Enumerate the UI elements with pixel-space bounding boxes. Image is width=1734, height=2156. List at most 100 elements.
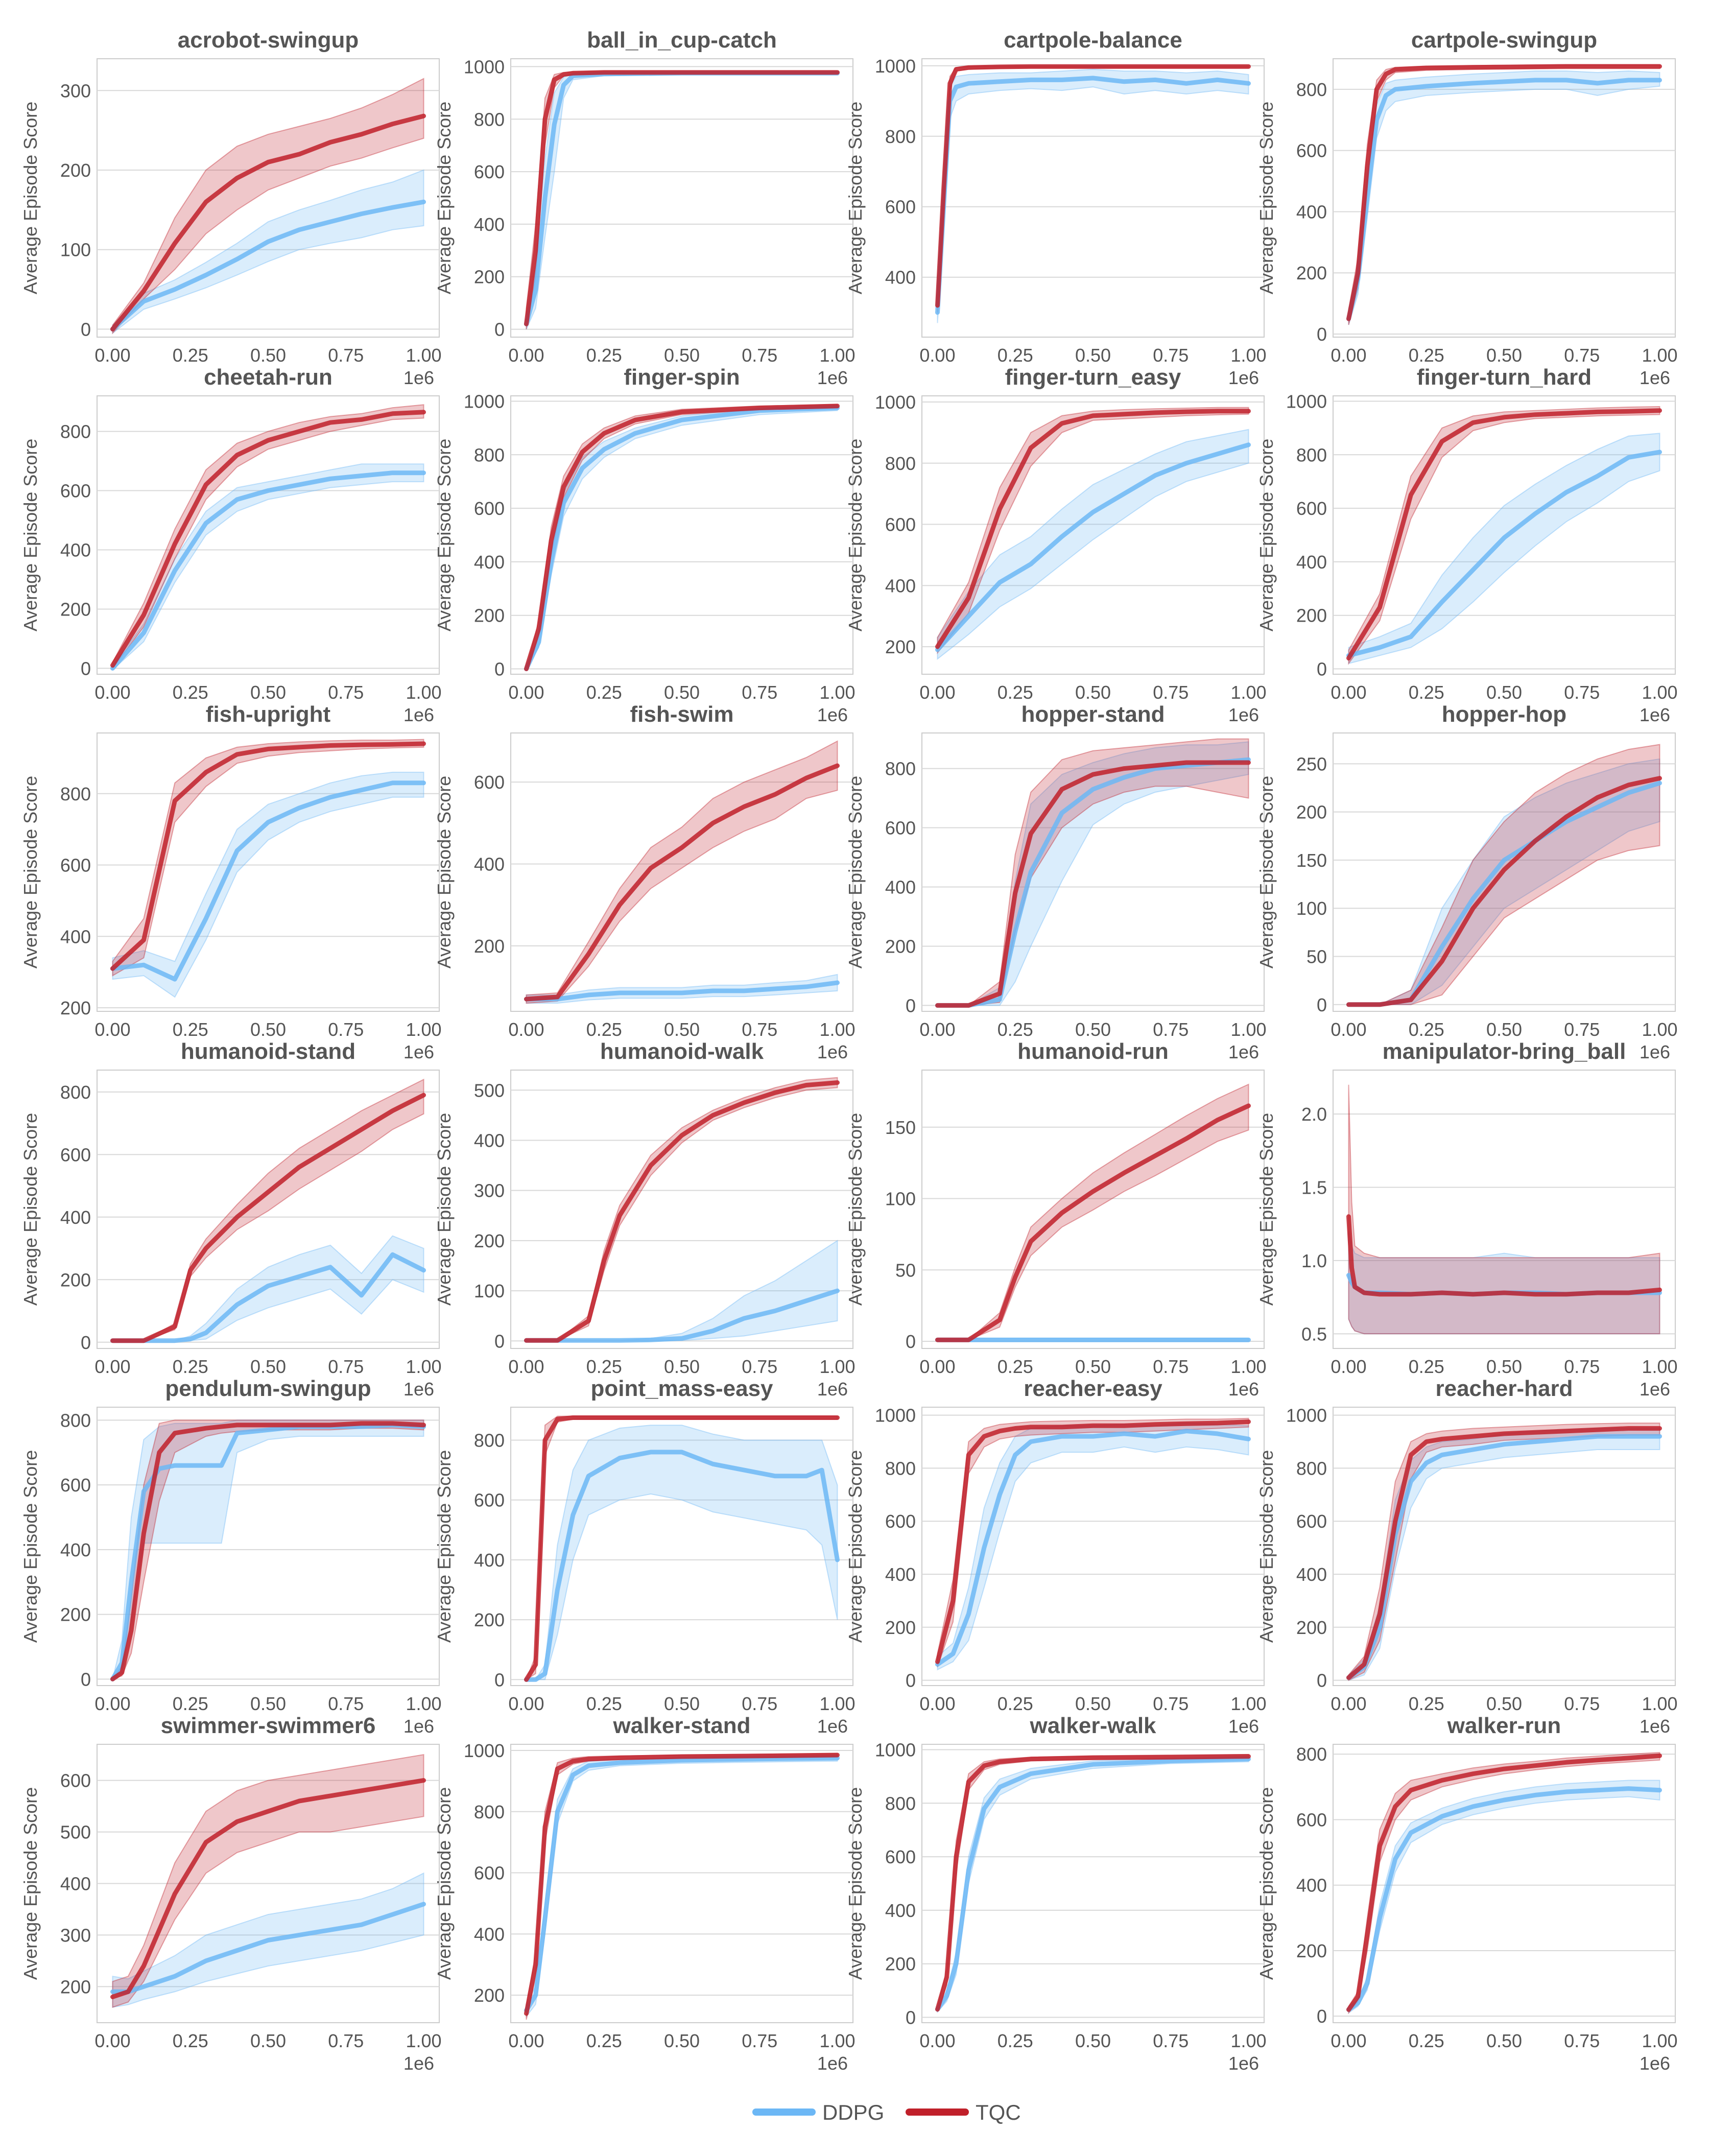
xtick-label: 0.50 — [1075, 345, 1111, 366]
xtick-label: 0.50 — [1486, 1693, 1522, 1714]
series-layer — [935, 1754, 1251, 2013]
x-multiplier-label: 1e6 — [403, 2053, 434, 2074]
xtick-label: 0.25 — [997, 1356, 1033, 1377]
ytick-label: 800 — [60, 1410, 91, 1431]
subplot-title: manipulator-bring_ball — [1383, 1039, 1626, 1064]
band-ddpg — [937, 1423, 1249, 1671]
ytick-label: 400 — [474, 552, 505, 573]
x-multiplier-label: 1e6 — [1228, 367, 1259, 388]
ytick-label: 800 — [60, 1082, 91, 1103]
xtick-label: 1.00 — [406, 1693, 442, 1714]
y-axis-label: Average Episode Score — [845, 102, 866, 295]
band-ddpg — [1348, 70, 1660, 325]
subplot-title: ball_in_cup-catch — [587, 28, 777, 53]
xtick-label: 0.75 — [742, 2030, 777, 2051]
band-tqc — [937, 1417, 1249, 1668]
subplot-title: point_mass-easy — [590, 1376, 773, 1401]
xtick-label: 0.00 — [94, 1693, 130, 1714]
series-layer — [524, 1415, 840, 1682]
ytick-label: 200 — [885, 1617, 916, 1638]
xtick-label: 0.75 — [328, 2030, 364, 2051]
line-tqc — [524, 1080, 840, 1343]
ytick-label: 200 — [474, 1230, 505, 1251]
ytick-label: 800 — [1296, 79, 1327, 100]
band-ddpg — [1348, 1780, 1660, 2014]
subplot-title: walker-stand — [613, 1713, 751, 1738]
legend-label-ddpg: DDPG — [822, 2100, 884, 2124]
plot-area — [97, 732, 440, 1012]
xtick-label: 0.50 — [1075, 1693, 1111, 1714]
series-layer — [110, 1078, 426, 1343]
xtick-label: 0.25 — [586, 345, 622, 366]
xtick-label: 0.25 — [1409, 682, 1444, 703]
xtick-label: 0.25 — [997, 345, 1033, 366]
series-layer — [1346, 406, 1662, 666]
xtick-label: 0.25 — [173, 1356, 208, 1377]
x-multiplier-label: 1e6 — [1640, 704, 1670, 725]
ytick-label: 600 — [60, 1770, 91, 1791]
xtick-label: 0.75 — [1564, 345, 1600, 366]
xtick-label: 1.00 — [1231, 1019, 1267, 1040]
ytick-label: 600 — [474, 161, 505, 182]
y-axis-label: Average Episode Score — [845, 776, 866, 969]
xtick-label: 1.00 — [1642, 2030, 1678, 2051]
xtick-label: 0.75 — [1564, 1019, 1600, 1040]
line-tqc — [935, 1754, 1251, 2012]
ytick-label: 200 — [885, 1954, 916, 1975]
band-ddpg — [1348, 433, 1660, 665]
ytick-label: 0 — [494, 1331, 505, 1352]
legend: DDPG TQC — [752, 2100, 1021, 2124]
xtick-label: 0.00 — [1331, 1356, 1366, 1377]
ytick-label: 800 — [1296, 444, 1327, 465]
ytick-label: 1.5 — [1301, 1177, 1327, 1198]
y-axis-label: Average Episode Score — [845, 1787, 866, 1980]
ytick-label: 600 — [885, 1846, 916, 1867]
x-multiplier-label: 1e6 — [817, 367, 848, 388]
series-layer — [935, 407, 1251, 660]
series-layer — [110, 1754, 426, 2008]
xtick-label: 0.25 — [173, 682, 208, 703]
xtick-label: 0.25 — [173, 2030, 208, 2051]
xtick-label: 0.00 — [508, 2030, 544, 2051]
xtick-label: 0.75 — [1153, 2030, 1189, 2051]
ytick-label: 600 — [1296, 1809, 1327, 1830]
xtick-label: 0.50 — [664, 2030, 700, 2051]
y-axis-label: Average Episode Score — [20, 439, 41, 632]
ytick-label: 1000 — [875, 56, 916, 77]
subplot-title: hopper-stand — [1021, 702, 1165, 727]
x-multiplier-label: 1e6 — [817, 2053, 848, 2074]
xtick-label: 0.00 — [94, 2030, 130, 2051]
xtick-label: 1.00 — [820, 345, 856, 366]
series-layer — [935, 1083, 1251, 1342]
ytick-label: 100 — [474, 1281, 505, 1301]
subplot-title: finger-turn_hard — [1417, 365, 1592, 390]
ytick-label: 0 — [906, 1670, 916, 1691]
subplot-title: cheetah-run — [204, 365, 332, 390]
ytick-label: 800 — [1296, 1744, 1327, 1765]
xtick-label: 0.75 — [742, 345, 777, 366]
xtick-label: 0.00 — [94, 1356, 130, 1377]
ytick-label: 400 — [60, 539, 91, 560]
ytick-label: 600 — [1296, 498, 1327, 519]
xtick-label: 0.25 — [1409, 2030, 1444, 2051]
xtick-label: 0.25 — [1409, 1019, 1444, 1040]
y-axis-label: Average Episode Score — [434, 439, 455, 632]
xtick-label: 0.75 — [328, 1019, 364, 1040]
ytick-label: 2.0 — [1301, 1104, 1327, 1125]
series-layer — [110, 739, 426, 998]
band-tqc — [112, 1754, 424, 2008]
line-tqc — [935, 409, 1251, 649]
ytick-label: 200 — [60, 599, 91, 620]
xtick-label: 1.00 — [820, 2030, 856, 2051]
line-ddpg — [935, 442, 1251, 652]
ytick-label: 400 — [885, 1900, 916, 1921]
xtick-label: 0.75 — [1153, 1356, 1189, 1377]
ytick-label: 0 — [906, 2007, 916, 2028]
xtick-label: 0.25 — [173, 1693, 208, 1714]
ytick-label: 800 — [474, 109, 505, 130]
line-tqc — [935, 64, 1251, 308]
x-multiplier-label: 1e6 — [403, 704, 434, 725]
